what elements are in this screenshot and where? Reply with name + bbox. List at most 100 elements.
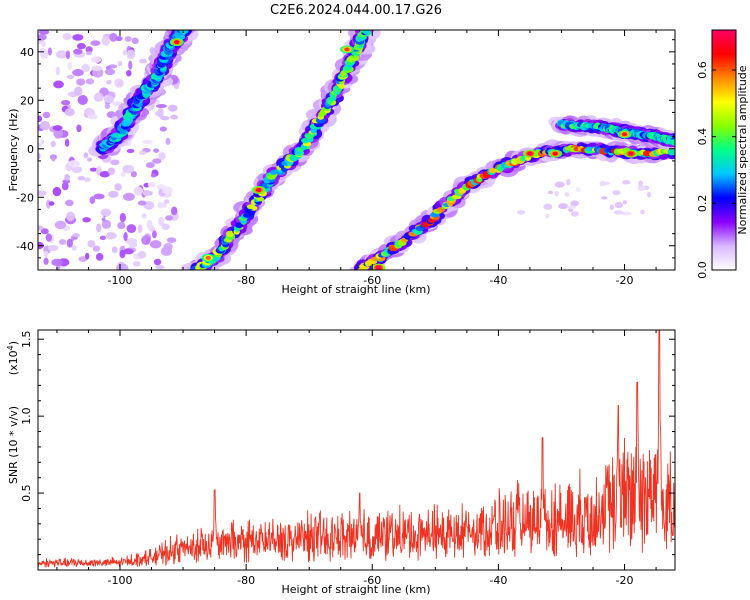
heatmap-cell: [552, 151, 558, 156]
heatmap-cell: [544, 213, 550, 219]
heatmap-cell: [157, 201, 165, 209]
heatmap-cell: [101, 219, 112, 229]
heatmap-cell: [166, 237, 177, 244]
snr-y-label: SNR (10 * v/v): [7, 406, 20, 484]
heatmap-cell: [100, 208, 112, 217]
heatmap-cell: [124, 36, 132, 42]
heatmap-cell: [71, 166, 83, 174]
heatmap-cell: [646, 191, 652, 198]
x-tick-label: -20: [616, 274, 634, 287]
heatmap-cell: [55, 50, 68, 59]
heatmap-cell: [142, 189, 150, 197]
heatmap-cell: [128, 60, 133, 70]
heatmap-cell: [362, 30, 371, 35]
heatmap-cell: [570, 211, 579, 217]
heatmap-cell: [71, 245, 77, 251]
heatmap-cell: [109, 32, 118, 42]
heatmap-cell: [146, 219, 153, 230]
heatmap-cell: [51, 258, 63, 267]
heatmap-cell: [105, 232, 117, 240]
heatmap-cell: [122, 164, 135, 174]
heatmap-panel: -100 -80 -60 -40 -20 40 20 0 -20 -40 Height of s…: [7, 29, 676, 296]
heatmap-cell: [89, 196, 96, 204]
heatmap-cell: [126, 49, 136, 60]
heatmap-cell: [38, 30, 50, 35]
heatmap-cell: [47, 47, 52, 56]
heatmap-y-axis: 40 20 0 -20 -40: [16, 39, 675, 259]
snr-panel: -100 -80 -60 -40 -20 0.5 1.0 1.5 Height of str…: [6, 329, 676, 596]
colorbar: 0.0 0.2 0.4 0.6 Normalized spectral amplitu…: [696, 29, 749, 279]
heatmap-cell: [107, 167, 116, 175]
heatmap-cell: [38, 190, 47, 196]
heatmap-cell: [85, 252, 90, 260]
heatmap-cell: [96, 223, 102, 233]
heatmap-cell: [61, 182, 69, 191]
heatmap-cell: [115, 35, 123, 42]
heatmap-marks: [38, 30, 675, 270]
heatmap-cell: [173, 40, 180, 45]
heatmap-cell: [599, 180, 607, 187]
heatmap-cell: [130, 170, 137, 178]
heatmap-cell: [64, 108, 75, 117]
snr-y-multiplier-exponent: 4: [6, 345, 15, 350]
snr-series-line: [38, 330, 675, 568]
heatmap-cell: [155, 103, 167, 109]
heatmap-cell: [38, 115, 43, 123]
heatmap-cell: [344, 47, 350, 52]
heatmap-cell: [48, 201, 55, 206]
snr-x-label: Height of straight line (km): [281, 583, 430, 596]
heatmap-cell: [139, 58, 147, 64]
heatmap-cell: [74, 86, 83, 96]
heatmap-cell: [150, 173, 157, 178]
colorbar-tick-label: 0.0: [696, 261, 709, 279]
heatmap-cell: [110, 159, 120, 166]
heatmap-cell: [157, 107, 164, 118]
snr-y-axis: 0.5 1.0 1.5: [20, 330, 675, 556]
heatmap-cell: [77, 94, 88, 105]
heatmap-cell: [81, 63, 90, 73]
heatmap-cell: [554, 181, 565, 188]
heatmap-cell: [527, 151, 533, 156]
heatmap-cell: [142, 139, 153, 144]
heatmap-cell: [104, 68, 116, 76]
heatmap-cell: [609, 204, 614, 211]
heatmap-cell: [575, 186, 581, 193]
heatmap-cell: [72, 233, 80, 238]
heatmap-cell: [87, 240, 96, 248]
heatmap-cell: [145, 162, 155, 169]
heatmap-cell: [103, 95, 115, 104]
heatmap-cell: [126, 224, 137, 234]
heatmap-cell: [638, 180, 643, 188]
heatmap-cell: [76, 42, 86, 50]
heatmap-cell: [564, 191, 570, 197]
heatmap-cell: [516, 210, 526, 215]
heatmap-cell: [53, 128, 64, 139]
heatmap-cell: [85, 46, 93, 53]
heatmap-cell: [58, 238, 67, 246]
heatmap-cell: [547, 190, 553, 195]
heatmap-cell: [47, 244, 59, 252]
heatmap-cell: [45, 233, 52, 242]
heatmap-cell: [118, 60, 123, 67]
heatmap-cell: [66, 211, 75, 222]
heatmap-cell: [87, 114, 98, 120]
heatmap-cell: [40, 139, 45, 144]
colorbar-tick-label: 0.2: [696, 195, 709, 213]
heatmap-cell: [671, 139, 675, 146]
heatmap-cell: [612, 190, 621, 196]
heatmap-cell: [122, 264, 129, 270]
heatmap-cell: [46, 199, 51, 209]
snr-x-axis: -100 -80 -60 -40 -20: [56, 330, 657, 587]
heatmap-cell: [64, 138, 70, 147]
heatmap-cell: [99, 171, 110, 178]
heatmap-x-axis: -100 -80 -60 -40 -20: [56, 30, 657, 287]
heatmap-cell: [131, 37, 139, 45]
heatmap-cell: [52, 125, 63, 131]
heatmap-cell: [138, 150, 147, 155]
heatmap-cell: [168, 104, 178, 112]
heatmap-cell: [50, 140, 56, 148]
colorbar-scale: [711, 29, 737, 271]
heatmap-cell: [108, 190, 119, 198]
heatmap-cell: [83, 152, 89, 159]
heatmap-cell: [85, 78, 95, 85]
